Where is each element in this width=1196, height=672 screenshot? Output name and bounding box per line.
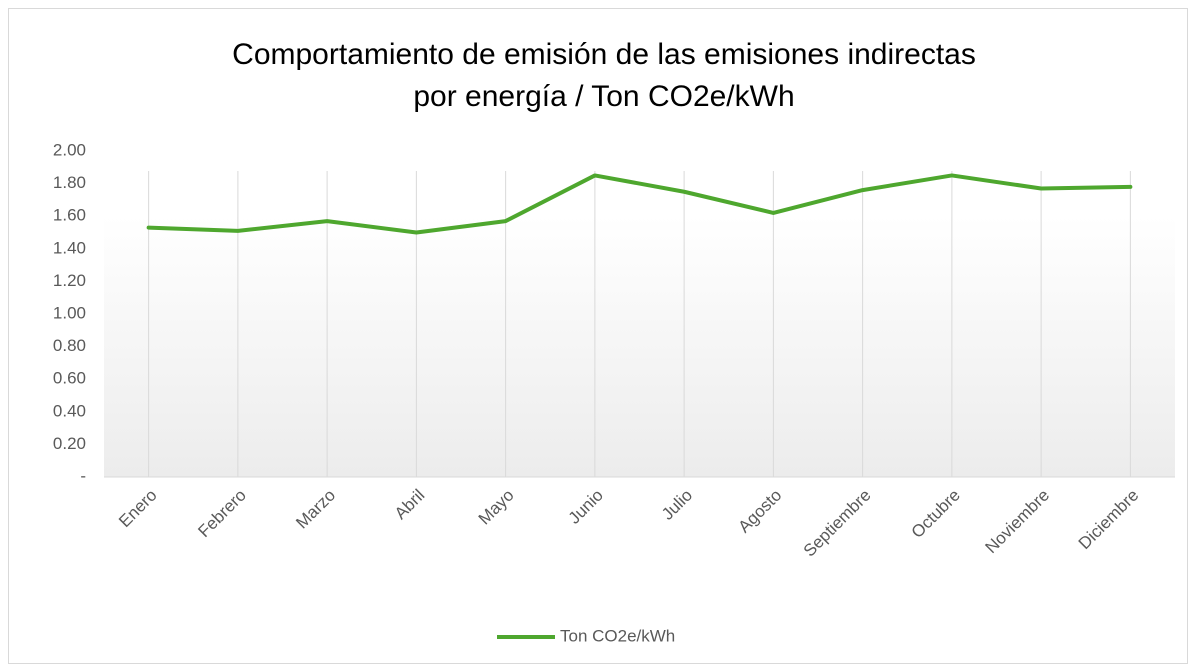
y-tick-label: 1.40 xyxy=(53,238,86,257)
legend-label: Ton CO2e/kWh xyxy=(560,626,675,645)
y-tick-label: 1.00 xyxy=(53,303,86,322)
y-tick-label: 1.20 xyxy=(53,271,86,290)
y-tick-label: 0.20 xyxy=(53,434,86,453)
y-tick-label: - xyxy=(80,466,86,485)
y-tick-label: 1.80 xyxy=(53,173,86,192)
chart-title: Comportamiento de emisión de las emision… xyxy=(232,38,976,71)
plot-background xyxy=(104,151,1175,477)
y-tick-label: 1.60 xyxy=(53,206,86,225)
y-tick-label: 0.80 xyxy=(53,336,86,355)
y-tick-label: 2.00 xyxy=(53,140,86,159)
y-tick-label: 0.60 xyxy=(53,369,86,388)
chart-title: por energía / Ton CO2e/kWh xyxy=(413,80,794,113)
data-line xyxy=(146,173,1133,235)
y-tick-label: 0.40 xyxy=(53,401,86,420)
